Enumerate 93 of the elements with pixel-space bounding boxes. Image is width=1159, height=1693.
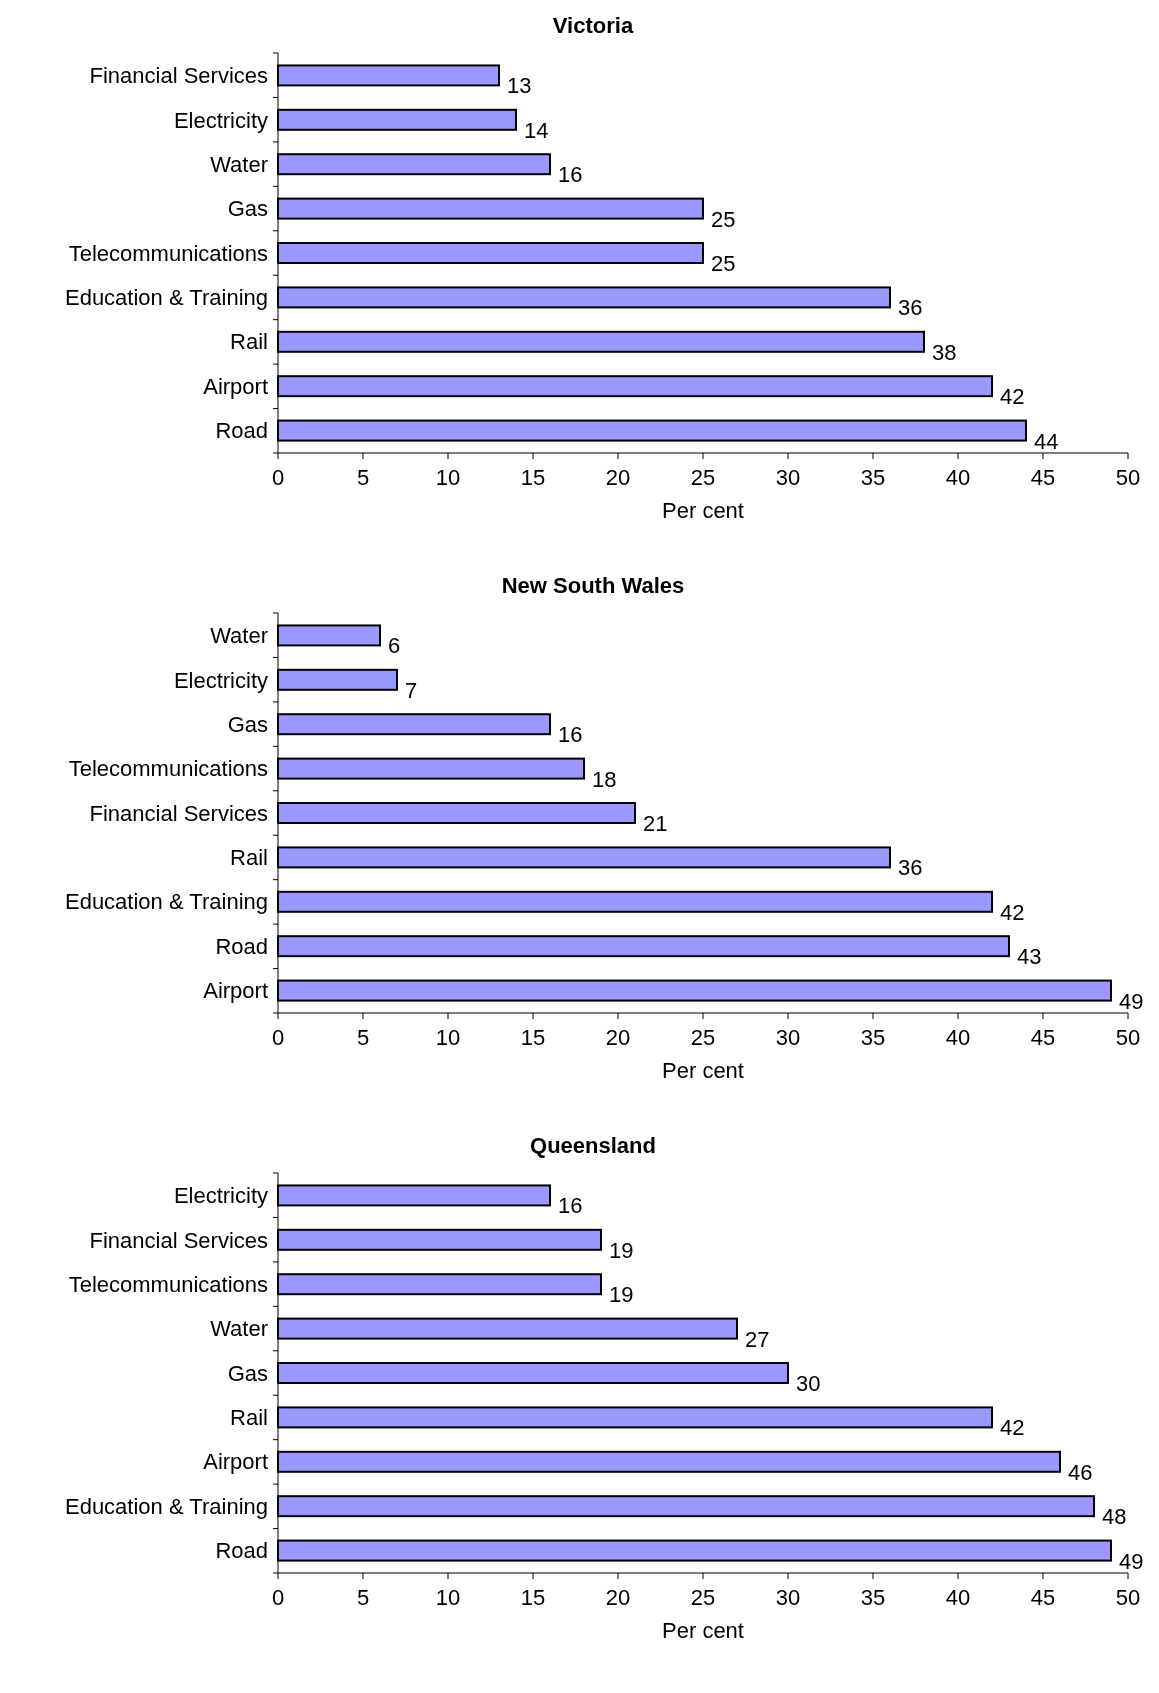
y-tick-label: Airport bbox=[203, 1449, 268, 1475]
y-tick-label: Water bbox=[210, 1316, 268, 1342]
x-tick-label: 30 bbox=[775, 1025, 801, 1050]
data-label: 27 bbox=[745, 1326, 770, 1352]
x-tick-label: 5 bbox=[356, 1025, 370, 1050]
data-label: 38 bbox=[932, 339, 957, 365]
y-tick-label: Airport bbox=[203, 978, 268, 1004]
data-label: 30 bbox=[796, 1370, 821, 1396]
y-tick-label: Telecommunications bbox=[68, 240, 268, 266]
data-label: 14 bbox=[524, 117, 549, 143]
x-tick-label: 25 bbox=[690, 1585, 716, 1610]
y-tick-label: Education & Training bbox=[64, 285, 268, 311]
x-tick-label: 25 bbox=[690, 1025, 716, 1050]
data-label: 7 bbox=[405, 677, 418, 703]
data-label: 16 bbox=[558, 722, 583, 748]
x-tick-label: 15 bbox=[520, 1025, 546, 1050]
y-tick-label: Road bbox=[215, 1538, 268, 1564]
data-label: 48 bbox=[1102, 1504, 1127, 1530]
x-tick-label: 35 bbox=[860, 1585, 886, 1610]
x-tick-label: 40 bbox=[945, 465, 971, 490]
x-tick-label: 0 bbox=[271, 465, 285, 490]
y-tick-label: Electricity bbox=[173, 667, 268, 693]
y-tick-label: Telecommunications bbox=[68, 756, 268, 782]
data-label: 42 bbox=[1000, 899, 1025, 925]
data-label: 49 bbox=[1119, 988, 1144, 1014]
x-tick-label: 50 bbox=[1115, 465, 1141, 490]
x-tick-label: 20 bbox=[605, 1585, 631, 1610]
x-axis-title: Per cent bbox=[662, 498, 744, 523]
y-tick-label: Road bbox=[215, 933, 268, 959]
y-tick-label: Water bbox=[210, 151, 268, 177]
data-label: 21 bbox=[643, 810, 668, 836]
data-label: 49 bbox=[1119, 1548, 1144, 1574]
data-label: 16 bbox=[558, 162, 583, 188]
y-tick-label: Telecommunications bbox=[68, 1271, 268, 1297]
y-tick-label: Water bbox=[210, 623, 268, 649]
y-tick-label: Financial Services bbox=[89, 1227, 268, 1253]
x-tick-label: 35 bbox=[860, 465, 886, 490]
y-tick-label: Gas bbox=[227, 711, 268, 737]
data-label: 44 bbox=[1034, 428, 1059, 454]
data-label: 18 bbox=[592, 766, 617, 792]
x-tick-label: 30 bbox=[775, 1585, 801, 1610]
x-tick-label: 30 bbox=[775, 465, 801, 490]
x-tick-label: 45 bbox=[1030, 1585, 1056, 1610]
data-label: 16 bbox=[558, 1193, 583, 1219]
y-tick-label: Education & Training bbox=[64, 889, 268, 915]
x-tick-label: 15 bbox=[520, 465, 546, 490]
data-label: 25 bbox=[711, 206, 736, 232]
x-tick-label: 5 bbox=[356, 1585, 370, 1610]
x-tick-label: 45 bbox=[1030, 465, 1056, 490]
y-tick-label: Gas bbox=[227, 196, 268, 222]
x-tick-label: 20 bbox=[605, 1025, 631, 1050]
data-label: 46 bbox=[1068, 1459, 1093, 1485]
data-label: 42 bbox=[1000, 384, 1025, 410]
data-label: 43 bbox=[1017, 944, 1042, 970]
y-tick-label: Road bbox=[215, 418, 268, 444]
x-tick-label: 5 bbox=[356, 465, 370, 490]
x-tick-label: 15 bbox=[520, 1585, 546, 1610]
data-label: 36 bbox=[898, 855, 923, 881]
x-tick-label: 50 bbox=[1115, 1585, 1141, 1610]
data-label: 42 bbox=[1000, 1415, 1025, 1441]
y-tick-label: Financial Services bbox=[89, 800, 268, 826]
x-tick-label: 40 bbox=[945, 1025, 971, 1050]
y-tick-label: Financial Services bbox=[89, 63, 268, 89]
y-tick-label: Rail bbox=[230, 845, 268, 871]
x-tick-label: 20 bbox=[605, 465, 631, 490]
y-tick-label: Education & Training bbox=[64, 1493, 268, 1519]
chart-title: Queensland bbox=[530, 1133, 656, 1158]
x-tick-label: 40 bbox=[945, 1585, 971, 1610]
x-tick-label: 0 bbox=[271, 1025, 285, 1050]
x-tick-label: 35 bbox=[860, 1025, 886, 1050]
chart-title: Victoria bbox=[552, 13, 634, 38]
x-axis-title: Per cent bbox=[662, 1058, 744, 1083]
x-tick-label: 10 bbox=[435, 1025, 461, 1050]
x-tick-label: 25 bbox=[690, 465, 716, 490]
data-label: 19 bbox=[609, 1237, 634, 1263]
y-tick-label: Rail bbox=[230, 329, 268, 355]
x-tick-label: 45 bbox=[1030, 1025, 1056, 1050]
data-label: 25 bbox=[711, 250, 736, 276]
y-tick-label: Airport bbox=[203, 373, 268, 399]
y-tick-label: Electricity bbox=[173, 107, 268, 133]
y-tick-label: Rail bbox=[230, 1405, 268, 1431]
x-tick-label: 50 bbox=[1115, 1025, 1141, 1050]
x-tick-label: 0 bbox=[271, 1585, 285, 1610]
chart-title: New South Wales bbox=[501, 573, 685, 598]
data-label: 19 bbox=[609, 1282, 634, 1308]
x-tick-label: 10 bbox=[435, 1585, 461, 1610]
x-axis-title: Per cent bbox=[662, 1618, 744, 1643]
data-label: 36 bbox=[898, 295, 923, 321]
data-label: 6 bbox=[388, 633, 401, 659]
x-tick-label: 10 bbox=[435, 465, 461, 490]
y-tick-label: Electricity bbox=[173, 1183, 268, 1209]
y-tick-label: Gas bbox=[227, 1360, 268, 1386]
data-label: 13 bbox=[507, 73, 532, 99]
